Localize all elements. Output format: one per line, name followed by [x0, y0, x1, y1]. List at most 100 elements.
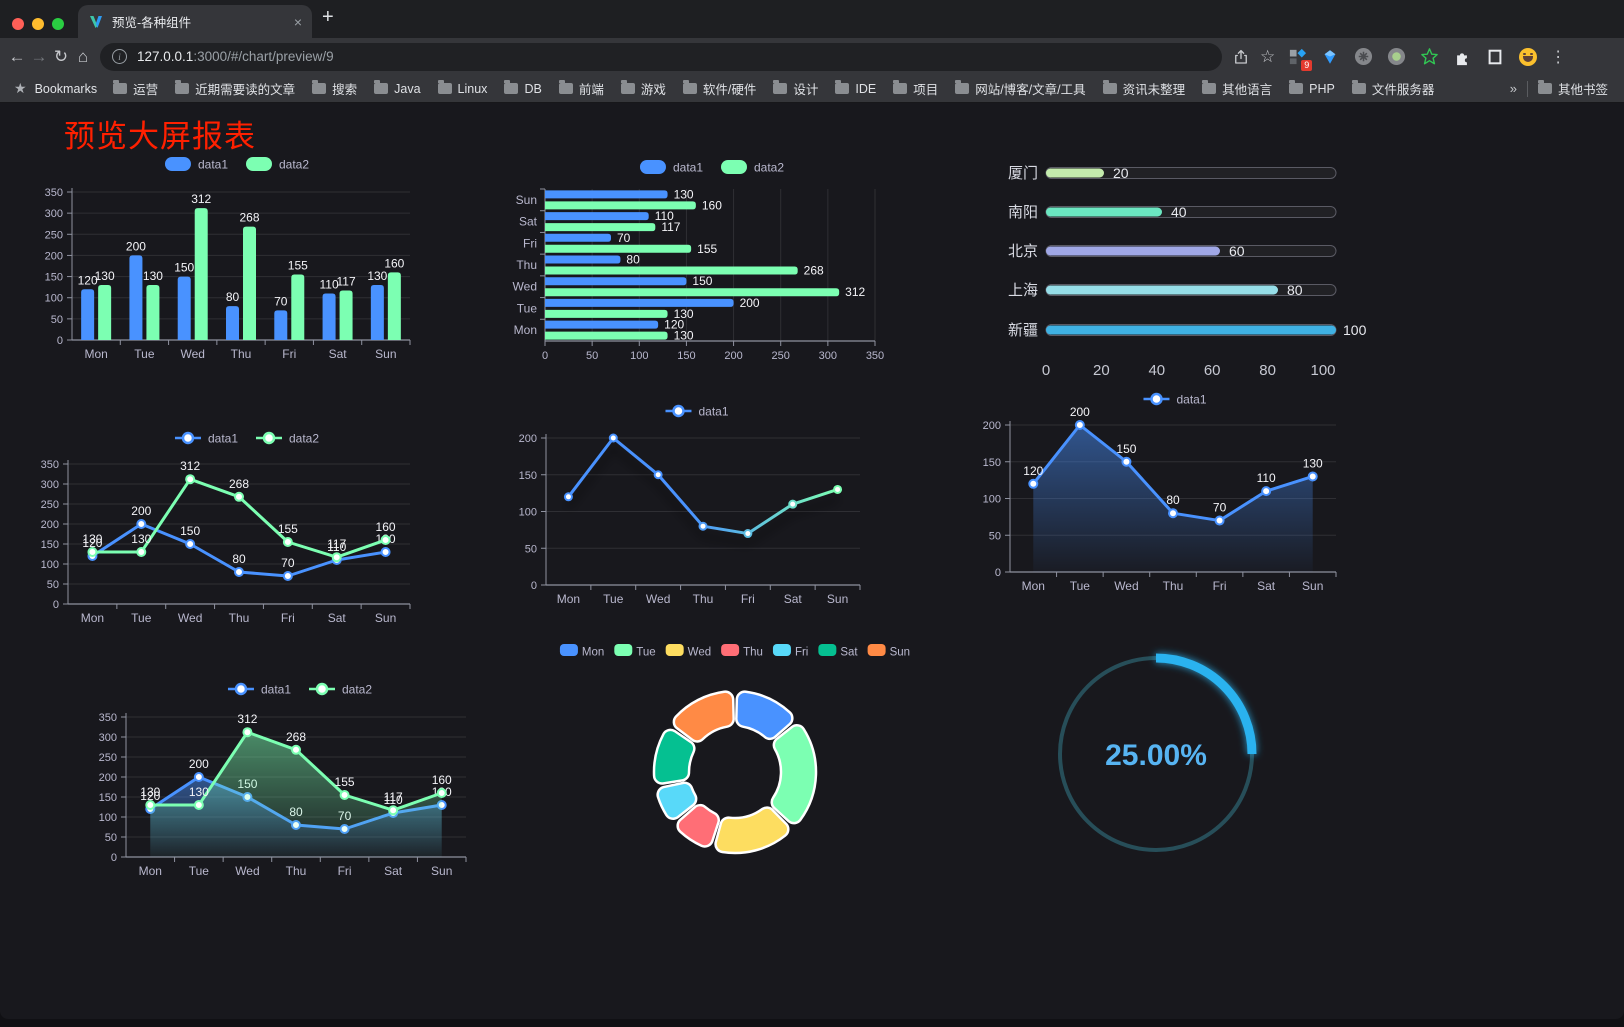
window-close-button[interactable]	[12, 18, 24, 30]
svg-text:250: 250	[772, 350, 790, 362]
extension-emoji-icon[interactable]	[1518, 47, 1538, 67]
svg-text:80: 80	[232, 552, 246, 566]
svg-text:160: 160	[384, 256, 404, 270]
bookmark-item[interactable]: 其他语言	[1202, 79, 1272, 98]
extension-green-star-icon[interactable]	[1419, 47, 1439, 67]
svg-text:110: 110	[384, 793, 403, 807]
share-icon[interactable]	[1232, 48, 1250, 66]
chart-grouped-bar[interactable]: 0 50 100 150 200 250 300 350 Mon Tue Wed Thu Fri Sat S…	[34, 148, 448, 368]
pie-slice-Fri[interactable]	[656, 781, 698, 820]
chart-progress-gauge[interactable]: 25.00%	[1038, 645, 1278, 875]
svg-text:Sat: Sat	[519, 215, 538, 229]
forward-icon[interactable]: →	[30, 46, 48, 66]
browser-menu-icon[interactable]: ⋮	[1550, 48, 1567, 66]
bookmark-item[interactable]: 资讯未整理	[1102, 79, 1185, 98]
extension-circle-x-icon[interactable]	[1353, 47, 1373, 67]
chart-legend[interactable]: data1	[1143, 393, 1207, 407]
svg-text:50: 50	[525, 543, 537, 555]
extension-green-dot-icon[interactable]	[1386, 47, 1406, 67]
chart-horizontal-bar[interactable]: 0 50 100 150 200 250 300 350 Mon Tue Wed Thu Fri Sat S…	[505, 153, 889, 367]
chart-donut-pie[interactable]: Mon Tue Wed Thu Fri Sat Sun	[538, 633, 934, 895]
chart-canvas-donut: Mon Tue Wed Thu Fri Sat Sun	[559, 644, 910, 855]
svg-text:155: 155	[697, 242, 717, 256]
svg-text:350: 350	[99, 712, 117, 724]
bookmark-item[interactable]: 近期需要读的文章	[175, 79, 295, 98]
svg-text:Fri: Fri	[741, 592, 755, 606]
svg-text:Fri: Fri	[795, 647, 808, 659]
chart-single-area[interactable]: 0 50 100 150 200 Mon Tue Wed Thu Fri Sat Sun 120 200 1…	[964, 376, 1358, 608]
chart-legend[interactable]: data1 data2	[639, 160, 784, 175]
svg-text:data2: data2	[289, 432, 319, 446]
extension-gem-icon[interactable]	[1320, 47, 1340, 67]
svg-text:300: 300	[41, 479, 59, 491]
svg-text:Mon: Mon	[84, 347, 107, 361]
svg-text:data1: data1	[1176, 393, 1206, 407]
svg-text:150: 150	[99, 792, 117, 804]
svg-text:110: 110	[327, 540, 346, 554]
page-info-icon[interactable]: i	[112, 49, 127, 64]
bookmark-item[interactable]: PHP	[1289, 80, 1335, 96]
chart-two-series-line[interactable]: 0 50 100 150 200 250 300 350 Mon Tue Wed Thu Fri Sat S…	[34, 418, 430, 648]
svg-text:Mon: Mon	[139, 864, 162, 878]
bookmark-item[interactable]: 设计	[773, 79, 818, 98]
pie-slice-Wed[interactable]	[714, 806, 790, 855]
chart-legend[interactable]: data1 data2	[174, 432, 319, 446]
bookmark-item[interactable]: 网站/博客/文章/工具	[955, 79, 1086, 98]
extension-grid-icon[interactable]: 9	[1287, 47, 1313, 71]
folder-icon	[374, 80, 389, 94]
reload-icon[interactable]: ↻	[53, 46, 69, 66]
bookmark-item[interactable]: 运营	[113, 79, 158, 98]
other-bookmarks-folder[interactable]: 其他书签	[1537, 79, 1608, 98]
extension-puzzle-icon[interactable]	[1452, 47, 1472, 67]
pie-slice-Thu[interactable]	[676, 803, 720, 848]
svg-text:200: 200	[1070, 405, 1090, 419]
pie-slice-Mon[interactable]	[735, 690, 794, 741]
svg-text:100: 100	[41, 559, 59, 571]
home-icon[interactable]: ⌂	[77, 46, 89, 66]
bookmark-item[interactable]: 搜索	[312, 79, 357, 98]
pie-slice-Sun[interactable]	[672, 690, 735, 743]
pie-slice-Tue[interactable]	[770, 724, 818, 825]
bookmark-item[interactable]: 文件服务器	[1351, 79, 1434, 98]
svg-text:117: 117	[661, 220, 680, 234]
chart-city-progress-bars[interactable]: 厦门 20 南阳 40 北京 60 上海 80 新疆 100 0 20 40 60 80 100	[998, 158, 1372, 390]
circle-icon	[1354, 47, 1372, 66]
bookmark-item[interactable]: DB	[504, 80, 542, 96]
chart-legend[interactable]: Mon Tue Wed Thu Fri Sat Sun	[559, 644, 910, 659]
bookmark-item[interactable]: Java	[374, 80, 421, 96]
bookmarks-label[interactable]: Bookmarks	[34, 81, 98, 96]
chart-legend[interactable]: data1 data2	[227, 683, 372, 697]
pie-slice-Sat[interactable]	[652, 728, 696, 785]
new-tab-button[interactable]: +	[322, 6, 334, 28]
folder-icon	[682, 80, 697, 94]
extension-frame-icon[interactable]	[1485, 47, 1505, 67]
svg-text:Tue: Tue	[189, 864, 210, 878]
bookmark-item[interactable]: 游戏	[620, 79, 666, 98]
bookmarks-star-icon[interactable]: ★	[14, 80, 27, 96]
window-minimize-button[interactable]	[32, 18, 44, 30]
bookmark-item[interactable]: 项目	[893, 79, 938, 98]
svg-text:Thu: Thu	[231, 347, 252, 361]
bookmark-item[interactable]: 前端	[558, 79, 604, 98]
window-zoom-button[interactable]	[52, 18, 64, 30]
tab-close-icon[interactable]: ×	[293, 13, 302, 30]
url-field[interactable]: i 127.0.0.1:3000/#/chart/preview/9	[100, 42, 1222, 71]
chart-gradient-line[interactable]: 0 50 100 150 200 Mon Tue Wed Thu Fri Sat Sun data1	[494, 389, 878, 621]
chart-legend[interactable]: data1 data2	[164, 157, 309, 172]
chart-legend[interactable]: data1	[665, 405, 729, 419]
browser-tab[interactable]: 预览-各种组件 ×	[78, 5, 312, 38]
bookmark-item[interactable]: Linux	[437, 80, 487, 96]
bookmark-star-icon[interactable]: ☆	[1260, 46, 1276, 66]
svg-text:Sun: Sun	[431, 864, 452, 878]
svg-text:130: 130	[367, 269, 387, 283]
svg-text:Thu: Thu	[286, 864, 307, 878]
bookmark-item[interactable]: IDE	[835, 80, 876, 96]
bookmark-item[interactable]: 软件/硬件	[682, 79, 756, 98]
svg-text:data1: data1	[698, 405, 728, 419]
back-icon[interactable]: ←	[8, 46, 26, 66]
bar-series-data1: 120 200 150 80 70 110 130	[78, 239, 388, 340]
bookmarks-overflow-chevron[interactable]: »	[1509, 81, 1517, 96]
chart-two-series-area[interactable]: 0 50 100 150 200 250 300 350 Mon Tue Wed Thu Fri Sat S…	[94, 667, 488, 901]
svg-text:300: 300	[819, 350, 837, 362]
svg-text:40: 40	[1148, 362, 1165, 379]
